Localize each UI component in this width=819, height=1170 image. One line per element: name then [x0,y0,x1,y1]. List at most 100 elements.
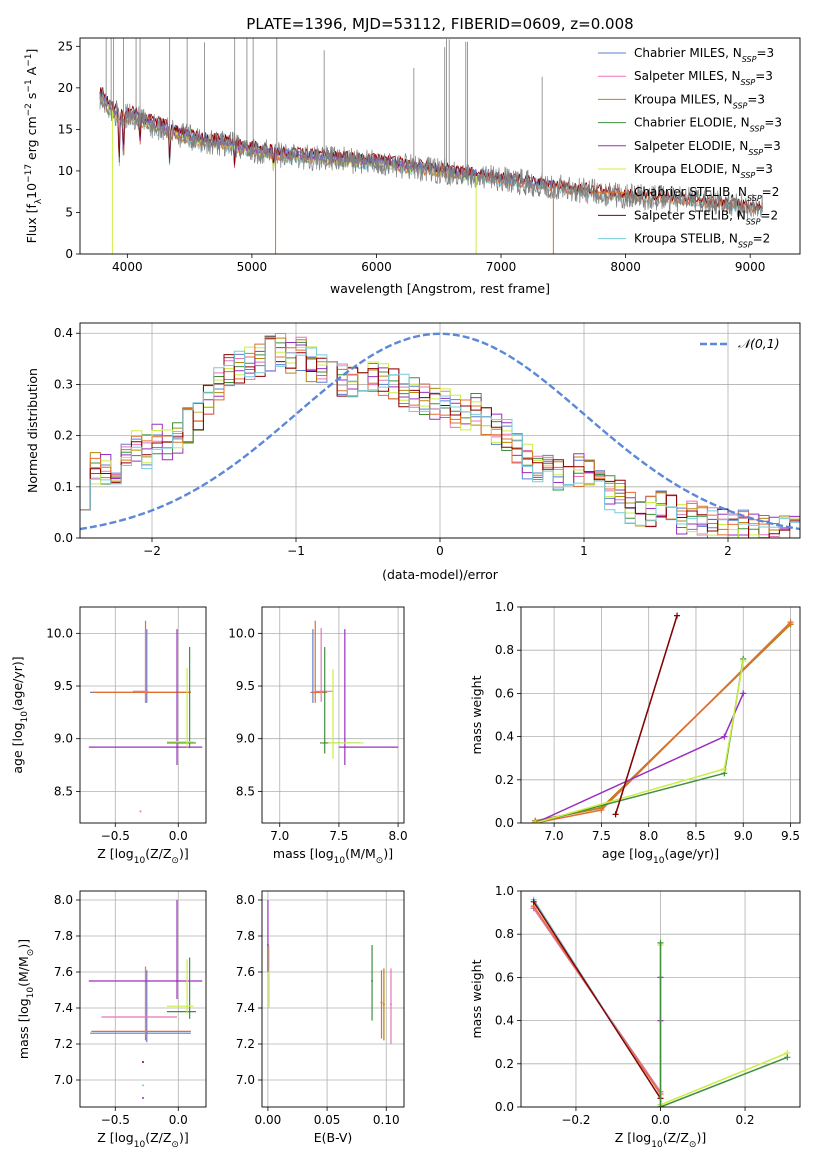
y-tick-label: 7.6 [236,965,255,979]
y-tick-label: 0.0 [495,816,514,830]
weight-line [533,907,662,1105]
x-tick-label: 9.0 [734,829,753,843]
spectrum-panel: 4000 5000 6000 7000 8000 9000 0 5 10 15 20 25 wavele… [24,37,801,296]
y-tick-label: 8.0 [54,893,73,907]
x-tick-label: 8.0 [389,829,408,843]
legend-sub: SSP [741,78,756,87]
legend-text: Salpeter ELODIE, N [634,139,748,153]
weight-line [535,623,792,822]
legend-sub: SSP [750,124,765,133]
x-tick-label: 0.00 [255,1113,282,1127]
x-tick-label: 7.5 [329,829,348,843]
y-tick-label: 7.2 [236,1037,255,1051]
data-point [88,900,203,999]
x-tick-label: 0 [436,544,444,558]
y-tick-label: 10.0 [46,626,73,640]
axes-frame [79,322,801,539]
point-marker [142,1084,144,1087]
y-tick-label: 9.5 [54,679,73,693]
legend-sub: SSP [733,101,748,110]
label-part: 10 [653,856,665,866]
label-part: s [24,93,39,104]
y-tick-label: 0.0 [54,531,73,545]
data-point [268,945,271,1008]
data-point [132,628,149,702]
x-tick-label: 6000 [361,260,392,274]
axes-frame [520,890,801,1108]
label-part: 10 [26,987,36,999]
point-marker [320,690,323,693]
legend-text: Kroupa MILES, N [634,92,733,106]
legend-sub: SSP [738,240,753,249]
label-part: A [24,66,39,79]
legend-n: 3 [765,69,773,83]
label-part: 10 [134,1140,146,1150]
label-part: ⊙ [171,856,179,866]
x-tick-label: −0.2 [561,1113,590,1127]
legend-eq: = [763,139,773,153]
legend-text: Salpeter STELIB, N [634,208,746,222]
label-part: 10 [134,856,146,866]
x-axis-label: Z [log10(Z/Z⊙)] [615,1130,706,1150]
legend-eq: = [756,46,766,60]
y-axis-label: Flux [fλ10−17 erg cm−2 s−1 A−1] [24,49,44,244]
x-axis-label: (data-model)/error [382,567,499,582]
data-point [338,629,399,766]
x-axis-label: mass [log10(M/M⊙)] [273,846,393,866]
weight-series [532,658,747,823]
x-tick-label: 9.5 [781,829,800,843]
y-tick-label: 7.8 [236,929,255,943]
legend-n: 2 [763,232,771,246]
label-part: mass [log [16,998,31,1059]
y-tick-label: 0.2 [54,429,73,443]
legend-entry: Kroupa ELODIE, NSSP=3 [598,162,773,180]
point-marker [145,1032,148,1035]
x-axis-label: wavelength [Angstrom, rest frame] [330,281,550,296]
x-tick-label: −0.5 [101,829,130,843]
weight-marker [532,820,539,823]
legend-eq: = [760,208,770,222]
data-point [380,970,383,1039]
x-axis-label: Z [log10(Z/Z⊙)] [97,1130,188,1150]
weight-marker [721,766,728,772]
data-point [166,668,194,748]
label-part: )] [696,1130,706,1145]
legend-label: Chabrier MILES, NSSP=3 [634,46,774,64]
weight-series [530,905,664,1107]
data-point [90,970,191,1043]
age-Z-panel: −0.5 0.08.59.09.510.0Z [log10(Z/Z⊙)]age [… [10,606,207,866]
point-marker [142,1061,144,1063]
legend-label: Kroupa MILES, NSSP=3 [634,92,765,110]
label-part: ⊙ [171,1140,179,1150]
label-part: Z [log [97,1130,133,1145]
x-tick-label: 9000 [735,260,766,274]
weight-line [534,658,744,823]
legend-n: 3 [767,46,775,60]
data-point [166,647,196,749]
legend-eq: = [762,185,772,199]
legend-label: Kroupa STELIB, NSSP=2 [634,232,770,250]
label-part: 10 [651,1140,663,1150]
point-marker [186,740,189,743]
y-tick-label: 0.6 [495,970,514,984]
x-axis-label: Z [log10(Z/Z⊙)] [97,846,188,866]
data-point [142,1084,144,1087]
y-tick-label: 0.2 [495,1057,514,1071]
label-part: Z [log [615,1130,651,1145]
label-part: (M/M [16,956,31,987]
y-tick-label: 8.5 [236,784,255,798]
label-part: mass [log [273,846,334,861]
legend-entry: Salpeter ELODIE, NSSP=3 [598,139,781,156]
point-marker [186,1005,189,1008]
residual-histogram [80,338,800,538]
point-marker [343,746,346,749]
x-tick-label: 0.10 [373,1113,400,1127]
point-marker [176,746,179,749]
x-tick-label: −2 [143,544,161,558]
weight-marker [530,898,537,905]
data-point [142,1061,144,1063]
y-axis-label: age [log10(age/yr)] [10,656,30,773]
y-tick-label: 7.8 [54,929,73,943]
y-tick-label: 0.8 [495,643,514,657]
point-marker [144,1016,147,1018]
